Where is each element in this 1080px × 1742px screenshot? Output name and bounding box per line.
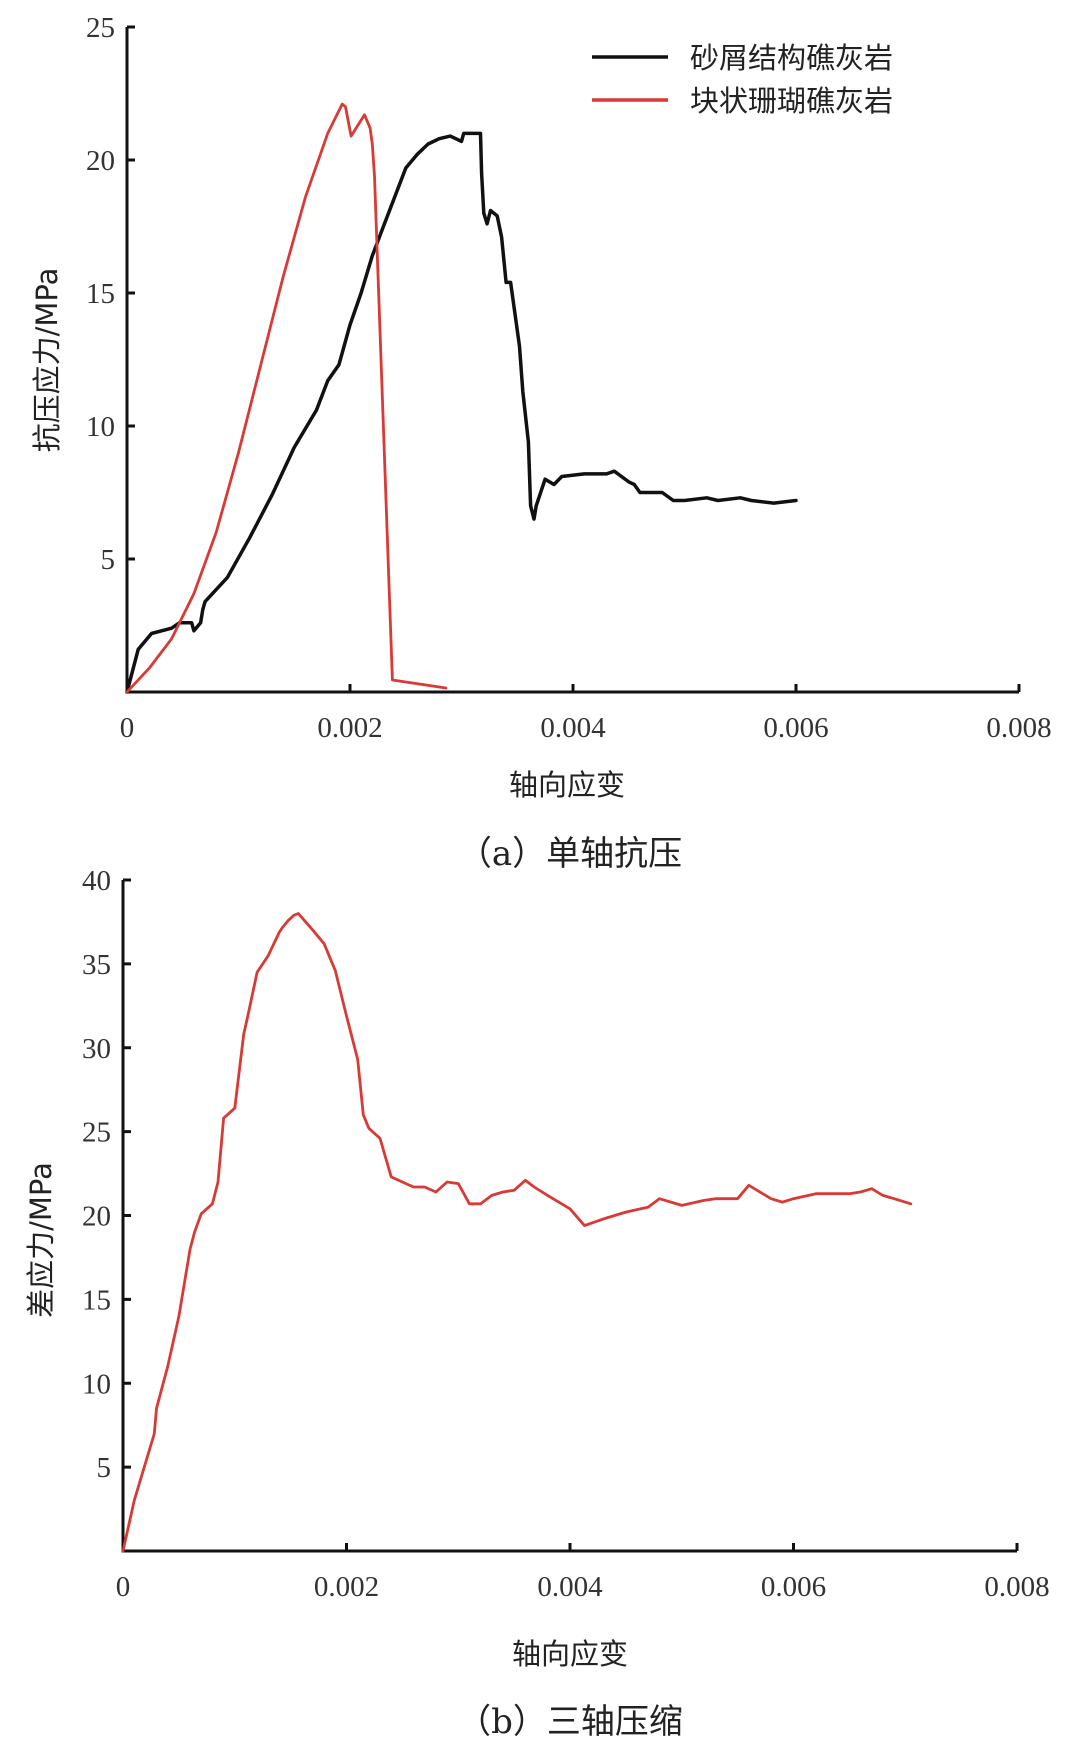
panel-b-caption: （b）三轴压缩 [457,1702,683,1742]
panel-a-tick-labels: 0 0.002 0.004 0.006 0.008 5 10 15 20 25 [86,12,1052,744]
series-line [121,912,913,1553]
panel-a-legend: 砂屑结构礁灰岩 块状珊瑚礁灰岩 [592,41,893,118]
y-tick-label: 5 [101,544,116,576]
x-tick-label: 0.006 [761,1571,826,1603]
panel-a-axes [125,25,1021,694]
panel-b-axes [121,878,1019,1553]
y-tick-label: 25 [86,12,115,44]
x-tick-label: 0.008 [984,1571,1049,1603]
y-tick-label: 15 [86,278,115,310]
x-tick-label: 0.002 [314,1571,379,1603]
y-tick-label: 35 [82,949,111,981]
panel-a-uniaxial-chart: 0 0.002 0.004 0.006 0.008 5 10 15 20 25 砂屑结构礁灰岩 块… [30,12,1052,874]
y-tick-label: 15 [82,1284,111,1316]
panel-a-x-axis-title: 轴向应变 [509,768,625,802]
panel-b-triaxial-chart: 0 0.002 0.004 0.006 0.008 5 10 15 20 25 30 35 40 轴向应… [24,865,1050,1742]
panel-b-x-axis-title: 轴向应变 [512,1637,628,1671]
y-tick-label: 20 [82,1201,111,1233]
y-tick-label: 10 [86,411,115,443]
panel-a-caption: （a）单轴抗压 [458,834,682,874]
y-tick-label: 20 [86,145,115,177]
panel-a-series [125,102,798,694]
legend-label-massive-coral-reef-limestone: 块状珊瑚礁灰岩 [690,84,893,118]
x-tick-label: 0.008 [986,712,1051,744]
x-tick-label: 0 [120,712,135,744]
y-tick-label: 40 [82,865,111,897]
y-tick-label: 5 [97,1452,112,1484]
x-tick-label: 0 [116,1571,131,1603]
x-tick-label: 0.002 [317,712,382,744]
y-tick-label: 25 [82,1117,111,1149]
panel-b-series [121,912,913,1553]
panel-b-y-axis-title: 差应力/MPa [24,1162,58,1318]
y-tick-label: 30 [82,1033,111,1065]
x-tick-label: 0.004 [537,1571,603,1603]
series-line [125,102,448,694]
x-tick-label: 0.006 [763,712,828,744]
legend-label-sandy-reef-limestone: 砂屑结构礁灰岩 [690,41,893,75]
panel-b-tick-labels: 0 0.002 0.004 0.006 0.008 5 10 15 20 25 30 35 40 [82,865,1050,1603]
series-line [125,131,798,694]
panel-a-y-axis-title: 抗压应力/MPa [30,268,64,453]
x-tick-label: 0.004 [540,712,606,744]
y-tick-label: 10 [82,1368,111,1400]
